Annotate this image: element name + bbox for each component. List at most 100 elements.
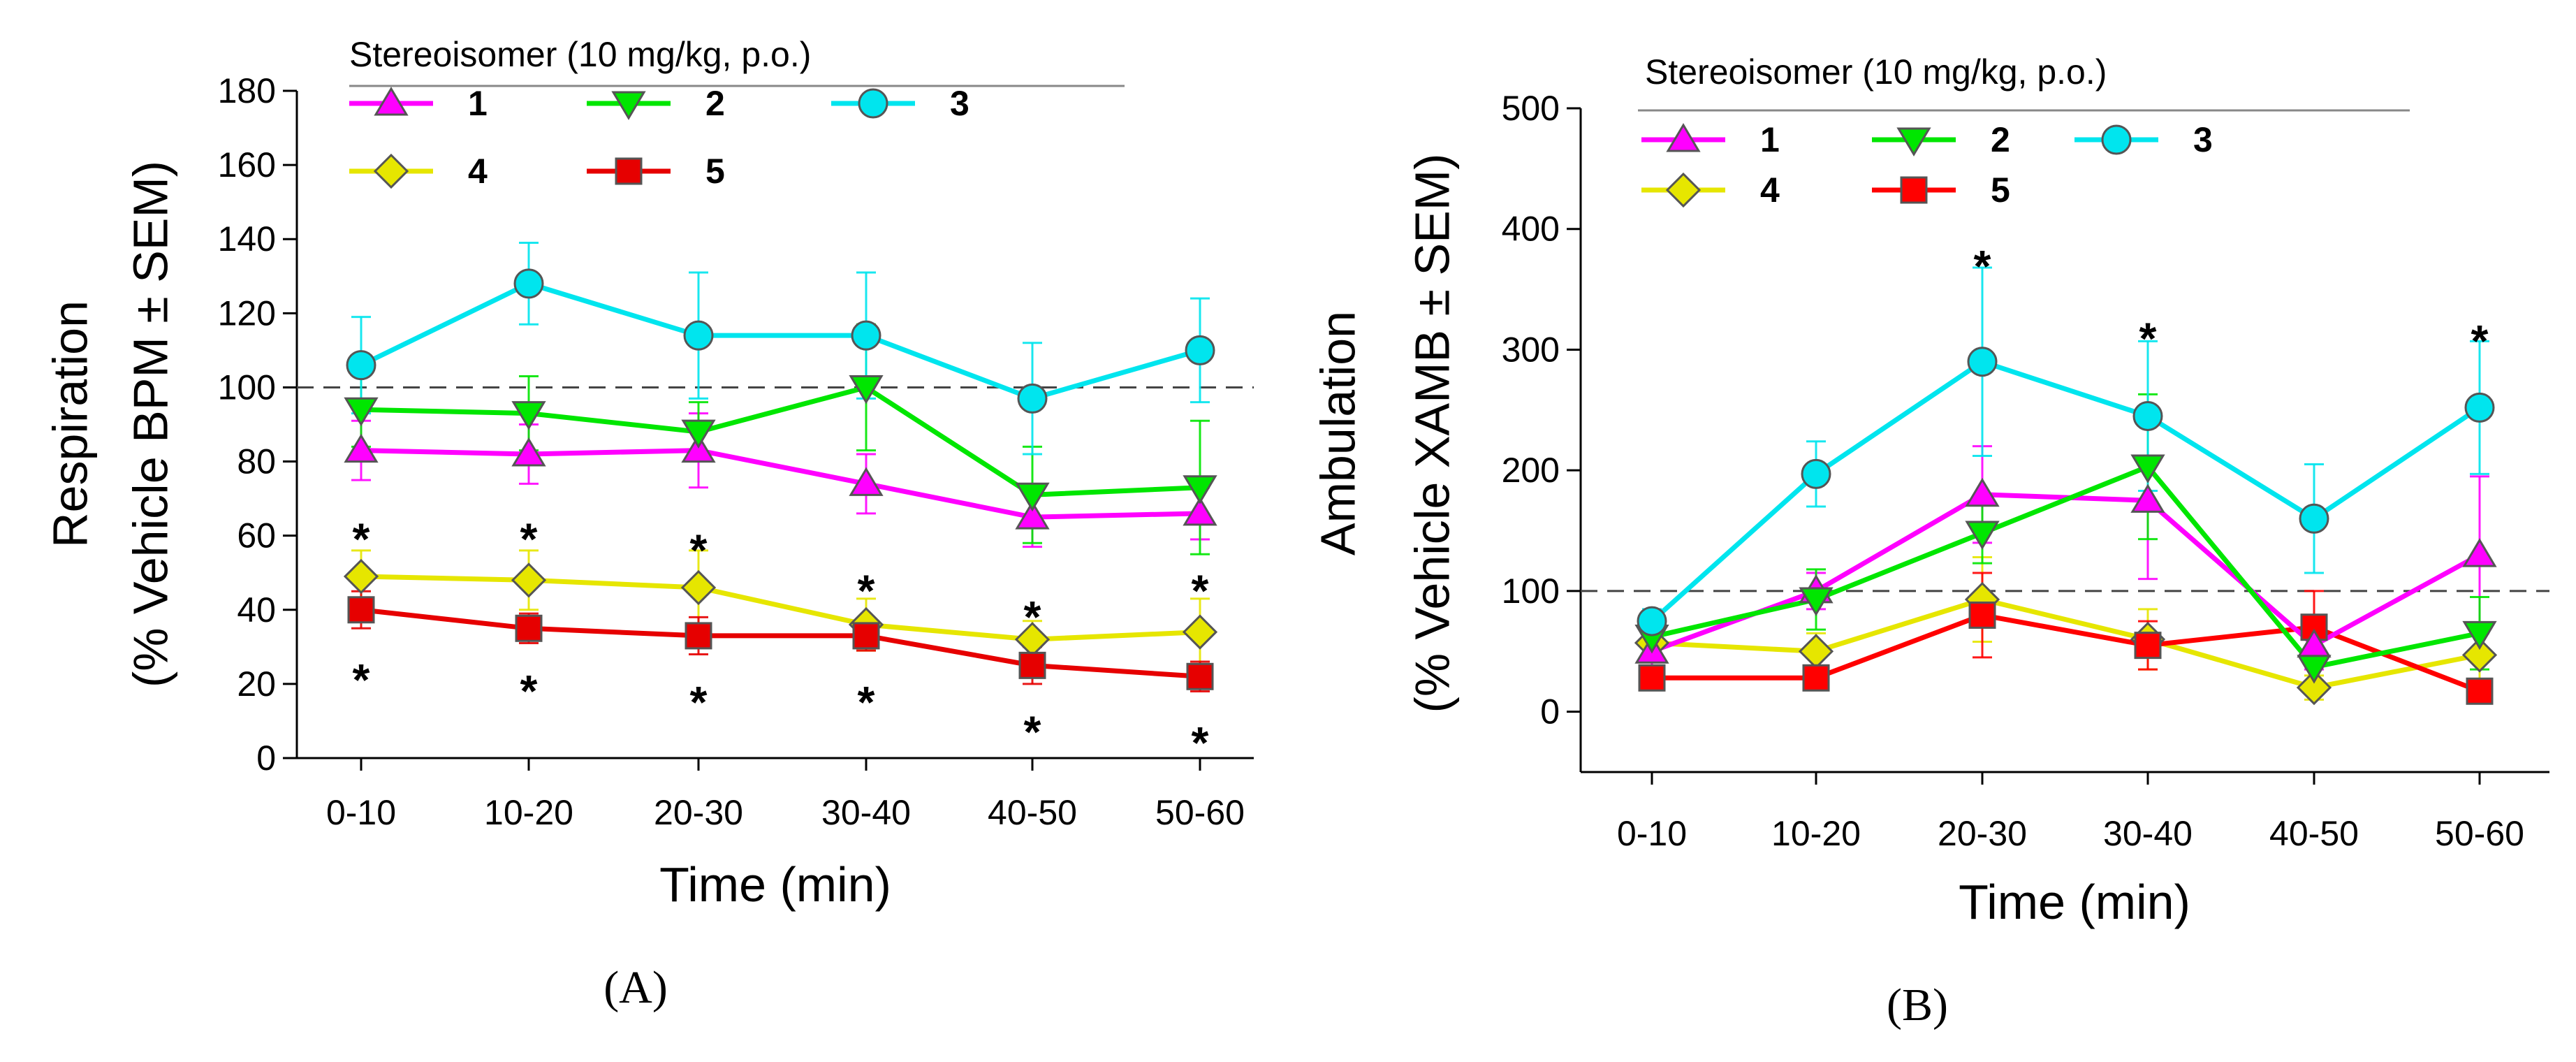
data-point-series-2 <box>849 374 884 405</box>
legend-marker-5 <box>615 157 643 185</box>
data-point-series-2 <box>344 397 379 427</box>
data-point-series-3 <box>2132 400 2163 431</box>
data-point-series-2 <box>1183 475 1217 504</box>
data-point-series-1 <box>511 437 546 467</box>
significance-star: * <box>520 666 538 716</box>
significance-star: * <box>2471 316 2489 366</box>
x-tick-label: 10-20 <box>484 793 573 832</box>
x-tick-label: 40-50 <box>2269 814 2359 853</box>
y-axis-title: Ambulation <box>1311 311 1366 555</box>
series-3 <box>1642 266 2489 634</box>
y-tick-label: 40 <box>237 590 276 630</box>
series-1 <box>351 412 1210 548</box>
series-line-2 <box>360 384 1201 497</box>
legend-label: 1 <box>468 84 488 123</box>
y-tick-label: 20 <box>237 664 276 704</box>
y-tick-label: 200 <box>1502 451 1560 490</box>
data-point-series-4 <box>2461 637 2498 673</box>
significance-star: * <box>690 525 708 575</box>
data-point-series-5 <box>852 622 880 650</box>
data-point-series-5 <box>1638 664 1666 692</box>
data-point-series-5 <box>515 614 543 642</box>
legend-title: Stereoisomer (10 mg/kg, p.o.) <box>1645 52 2107 92</box>
data-point-series-3 <box>2299 503 2329 534</box>
legend-label: 5 <box>705 152 725 191</box>
legend-label: 4 <box>1760 170 1780 210</box>
data-point-series-3 <box>1017 383 1048 414</box>
significance-star: * <box>1974 241 1991 291</box>
data-point-series-2 <box>2130 454 2165 483</box>
significance-star: * <box>353 514 370 564</box>
series-line-2 <box>1651 463 2480 670</box>
data-point-series-5 <box>685 622 712 650</box>
y-tick-label: 100 <box>218 368 276 407</box>
data-point-series-3 <box>1967 347 1998 377</box>
x-tick-label: 50-60 <box>1155 793 1245 832</box>
y-tick-label: 180 <box>218 71 276 110</box>
data-point-series-4 <box>680 569 717 606</box>
x-tick-label: 20-30 <box>1938 814 2027 853</box>
data-point-series-1 <box>1965 477 2000 507</box>
legend-label: 5 <box>1991 170 2010 210</box>
series-line-4 <box>1651 597 2480 690</box>
panel-label: (A) <box>603 962 668 1013</box>
series-2 <box>1642 393 2489 687</box>
data-point-series-5 <box>2466 677 2494 705</box>
data-point-series-4 <box>1798 634 1834 669</box>
y-tick-label: 160 <box>218 145 276 184</box>
y-tick-label: 60 <box>237 516 276 555</box>
y-tick-label: 400 <box>1502 210 1560 249</box>
data-point-series-4 <box>1182 614 1218 650</box>
chart-panel-a: 0 20 40 60 80 100 120 140 160 180 0-10 10-20 20-30 30… <box>43 35 1254 1013</box>
significance-star: * <box>2139 314 2157 364</box>
panel-label: (B) <box>1887 980 1948 1031</box>
significance-star: * <box>690 677 708 727</box>
data-point-series-3 <box>346 350 376 381</box>
legend-marker-3 <box>858 88 888 119</box>
data-point-series-1 <box>2462 538 2497 567</box>
legend-marker-2 <box>611 91 646 120</box>
significance-star: * <box>858 677 875 727</box>
y-tick-label: 0 <box>256 739 276 778</box>
series-line-4 <box>360 574 1201 642</box>
legend-marker-5 <box>1900 176 1928 204</box>
y-tick-label: 140 <box>218 219 276 259</box>
x-tick-label: 0-10 <box>326 793 396 832</box>
y-tick-label: 300 <box>1502 330 1560 369</box>
legend-marker-4 <box>373 153 409 189</box>
legend-marker-1 <box>374 87 409 116</box>
legend-label: 3 <box>2193 120 2213 159</box>
data-point-series-3 <box>1185 335 1215 365</box>
data-point-series-2 <box>1015 482 1050 512</box>
significance-star: * <box>1024 706 1041 757</box>
data-point-series-5 <box>1802 664 1830 692</box>
data-point-series-4 <box>511 562 547 598</box>
data-point-series-3 <box>2464 392 2495 423</box>
x-tick-label: 10-20 <box>1771 814 1861 853</box>
legend-title: Stereoisomer (10 mg/kg, p.o.) <box>349 35 811 74</box>
series-3 <box>351 242 1210 456</box>
data-point-series-2 <box>1799 587 1834 616</box>
x-tick-label: 0-10 <box>1617 814 1687 853</box>
data-point-series-2 <box>511 401 546 430</box>
data-point-series-3 <box>1801 458 1831 489</box>
legend-label: 2 <box>1991 120 2010 159</box>
series-2 <box>351 323 1210 555</box>
data-point-series-1 <box>1183 496 1217 526</box>
data-point-series-5 <box>1968 601 1996 629</box>
significance-star: * <box>520 514 538 564</box>
series-line-5 <box>1652 612 2481 694</box>
y-axis-subtitle: (% Vehicle XAMB ± SEM) <box>1405 154 1460 713</box>
x-tick-label: 20-30 <box>654 793 743 832</box>
legend-marker-4 <box>1665 172 1702 208</box>
legend-label: 4 <box>468 152 488 191</box>
data-point-series-2 <box>1965 521 2000 550</box>
significance-star: * <box>1192 718 1209 768</box>
data-point-series-5 <box>1018 651 1046 679</box>
data-point-series-3 <box>851 320 881 351</box>
x-tick-label: 50-60 <box>2435 814 2524 853</box>
series-line-3 <box>1650 358 2481 623</box>
legend-label: 2 <box>705 84 725 123</box>
legend-marker-1 <box>1666 123 1701 152</box>
